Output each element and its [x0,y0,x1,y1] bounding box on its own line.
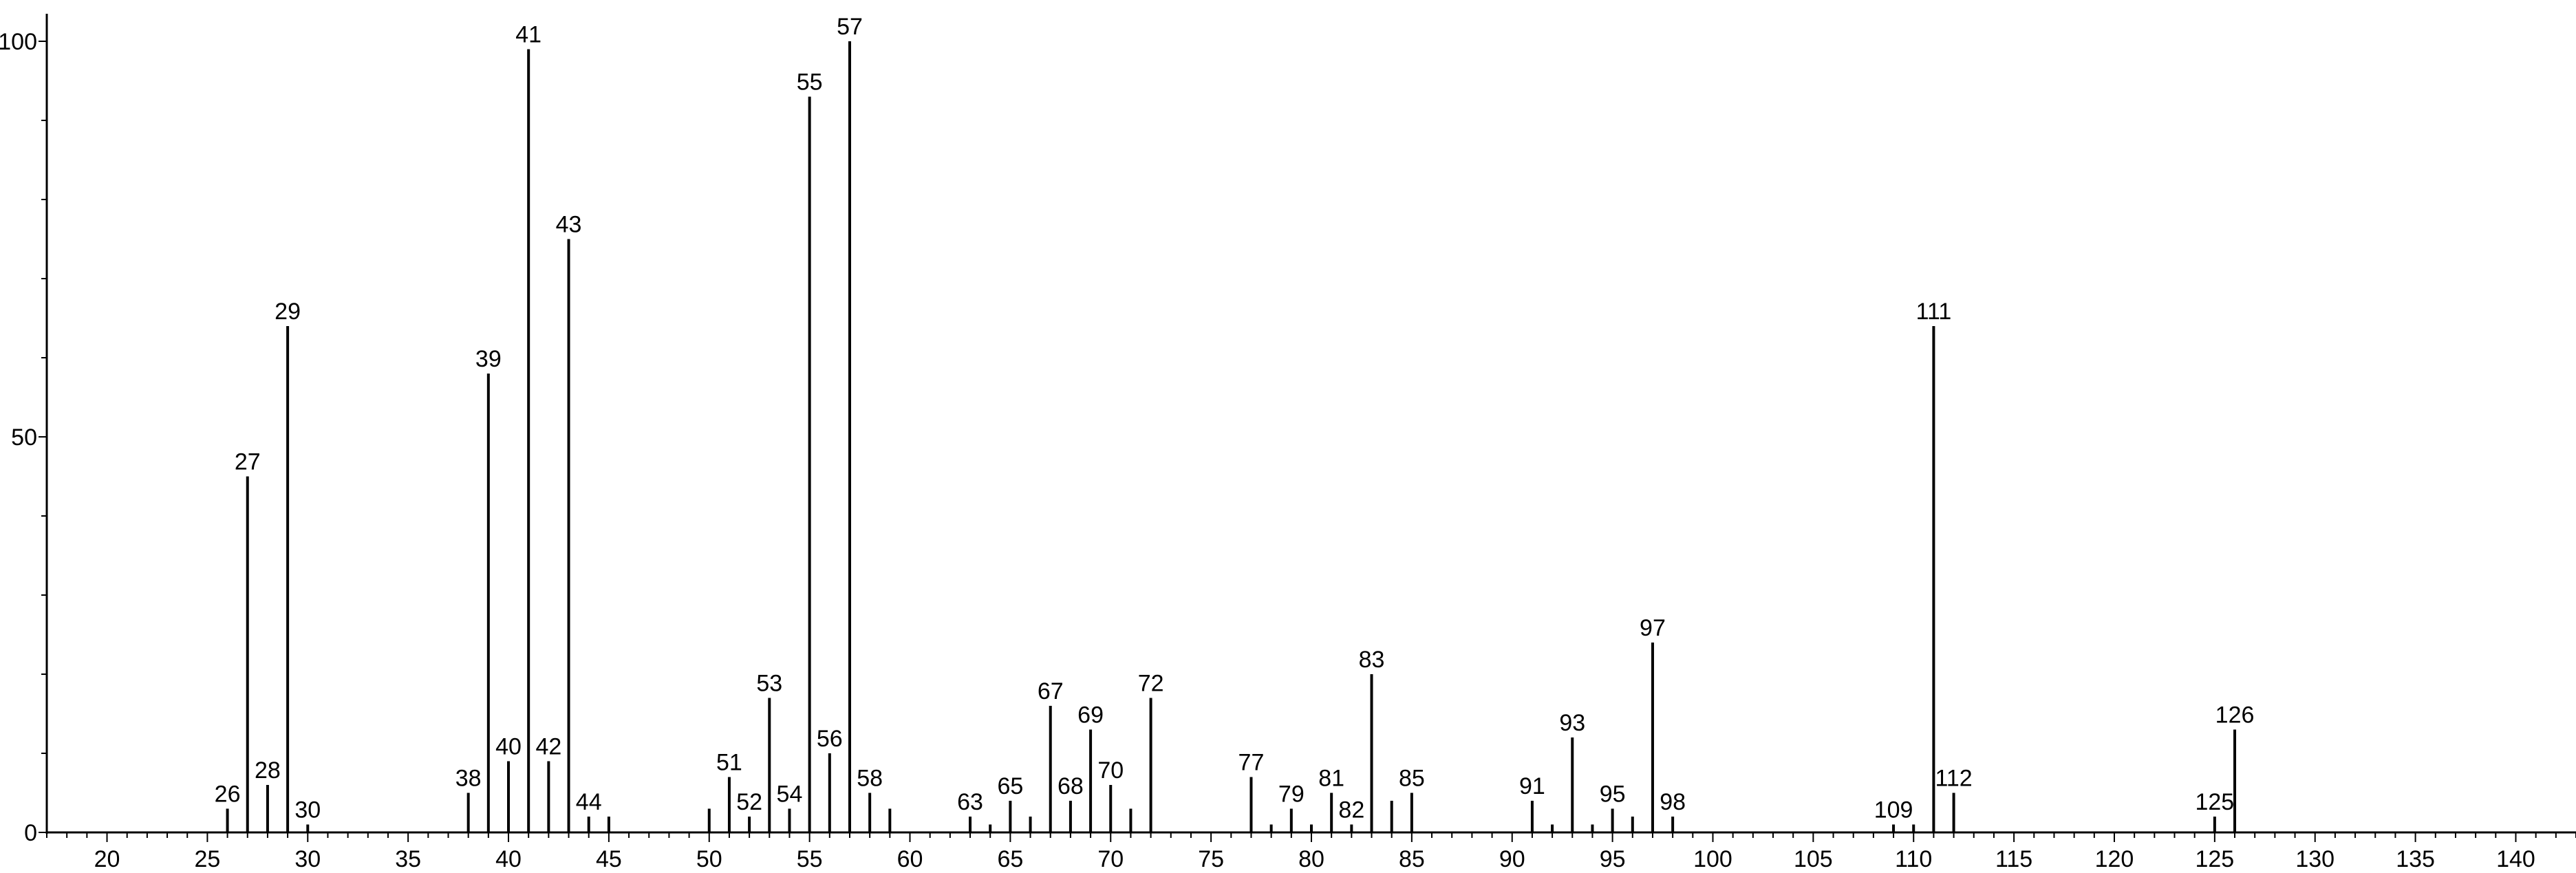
x-tick-label: 30 [294,846,321,870]
x-tick-label: 120 [2095,846,2134,870]
peak-label: 55 [797,69,823,96]
peak-label: 63 [957,789,983,815]
x-tick-label: 20 [94,846,120,870]
peak-label: 79 [1278,782,1305,808]
peak-label: 27 [235,449,261,475]
peak-label: 30 [294,797,321,823]
x-tick-label: 95 [1600,846,1626,870]
peak-label: 97 [1640,615,1666,641]
bars-layer [226,41,2237,832]
peak-label: 44 [576,789,602,815]
peak-label: 109 [1874,797,1913,823]
peak-label: 40 [495,734,522,760]
peak-label: 57 [837,14,863,40]
x-tick-label: 105 [1794,846,1833,870]
peak-label: 95 [1600,782,1626,808]
peak-label: 85 [1399,766,1425,792]
peak-label: 93 [1559,710,1585,736]
x-tick-label: 40 [495,846,522,870]
peak-label: 38 [455,766,482,792]
peak-label: 125 [2195,789,2234,815]
peak-label: 41 [515,22,541,48]
peak-label: 54 [777,782,803,808]
x-tick-label: 115 [1995,846,2032,870]
x-tick-label: 125 [2195,846,2234,870]
x-tick-label: 80 [1298,846,1324,870]
peak-label: 72 [1138,671,1164,697]
axes-layer: 0 50 100 20 25 30 35 40 45 50 55 60 65 70 75 80 85 90 95 10… [0,14,2576,872]
x-tick-label: 110 [1895,846,1932,870]
peak-label: 28 [255,757,281,784]
peak-label: 81 [1318,766,1344,792]
x-tick-label: 140 [2496,846,2535,870]
peak-label: 98 [1660,789,1686,815]
x-tick-label: 70 [1097,846,1124,870]
peak-label: 58 [857,766,883,792]
peak-label: 70 [1097,757,1124,784]
peak-label: 112 [1935,766,1972,792]
x-tick-label: 45 [596,846,622,870]
peak-label: 51 [716,750,742,776]
peak-label: 69 [1077,702,1104,729]
peak-label: 42 [535,734,561,760]
x-tick-label: 100 [1693,846,1732,870]
y-tick-label: 0 [24,820,37,846]
peak-label: 43 [556,212,582,238]
peak-label: 67 [1038,678,1064,704]
x-tick-label: 25 [194,846,220,870]
peak-label: 82 [1338,797,1364,823]
peak-label: 83 [1359,647,1385,673]
x-tick-label: 60 [897,846,923,870]
y-tick-label: 50 [11,424,37,451]
peak-label: 126 [2215,702,2255,729]
peak-label: 68 [1058,773,1084,799]
x-tick-label: 90 [1499,846,1525,870]
x-tick-label: 75 [1198,846,1224,870]
peak-label: 53 [756,671,782,697]
x-tick-label: 55 [797,846,823,870]
peak-label: 65 [997,773,1023,799]
y-tick-label: 100 [0,29,37,55]
peak-label: 111 [1916,299,1952,325]
peak-label: 39 [475,346,502,372]
x-tick-label: 85 [1399,846,1425,870]
x-tick-label: 50 [696,846,722,870]
peak-labels-layer: 26 27 28 29 30 38 39 40 41 42 43 44 51 52 53 54 55 56 57 58… [215,14,2255,823]
peak-label: 29 [275,299,301,325]
x-tick-label: 35 [395,846,421,870]
peak-label: 77 [1238,750,1265,776]
x-tick-label: 135 [2396,846,2435,870]
x-tick-label: 130 [2295,846,2334,870]
x-tick-label: 65 [997,846,1023,870]
peak-label: 91 [1519,773,1545,799]
peak-label: 52 [736,789,762,815]
peak-label: 56 [817,726,843,752]
peak-label: 26 [215,782,241,808]
